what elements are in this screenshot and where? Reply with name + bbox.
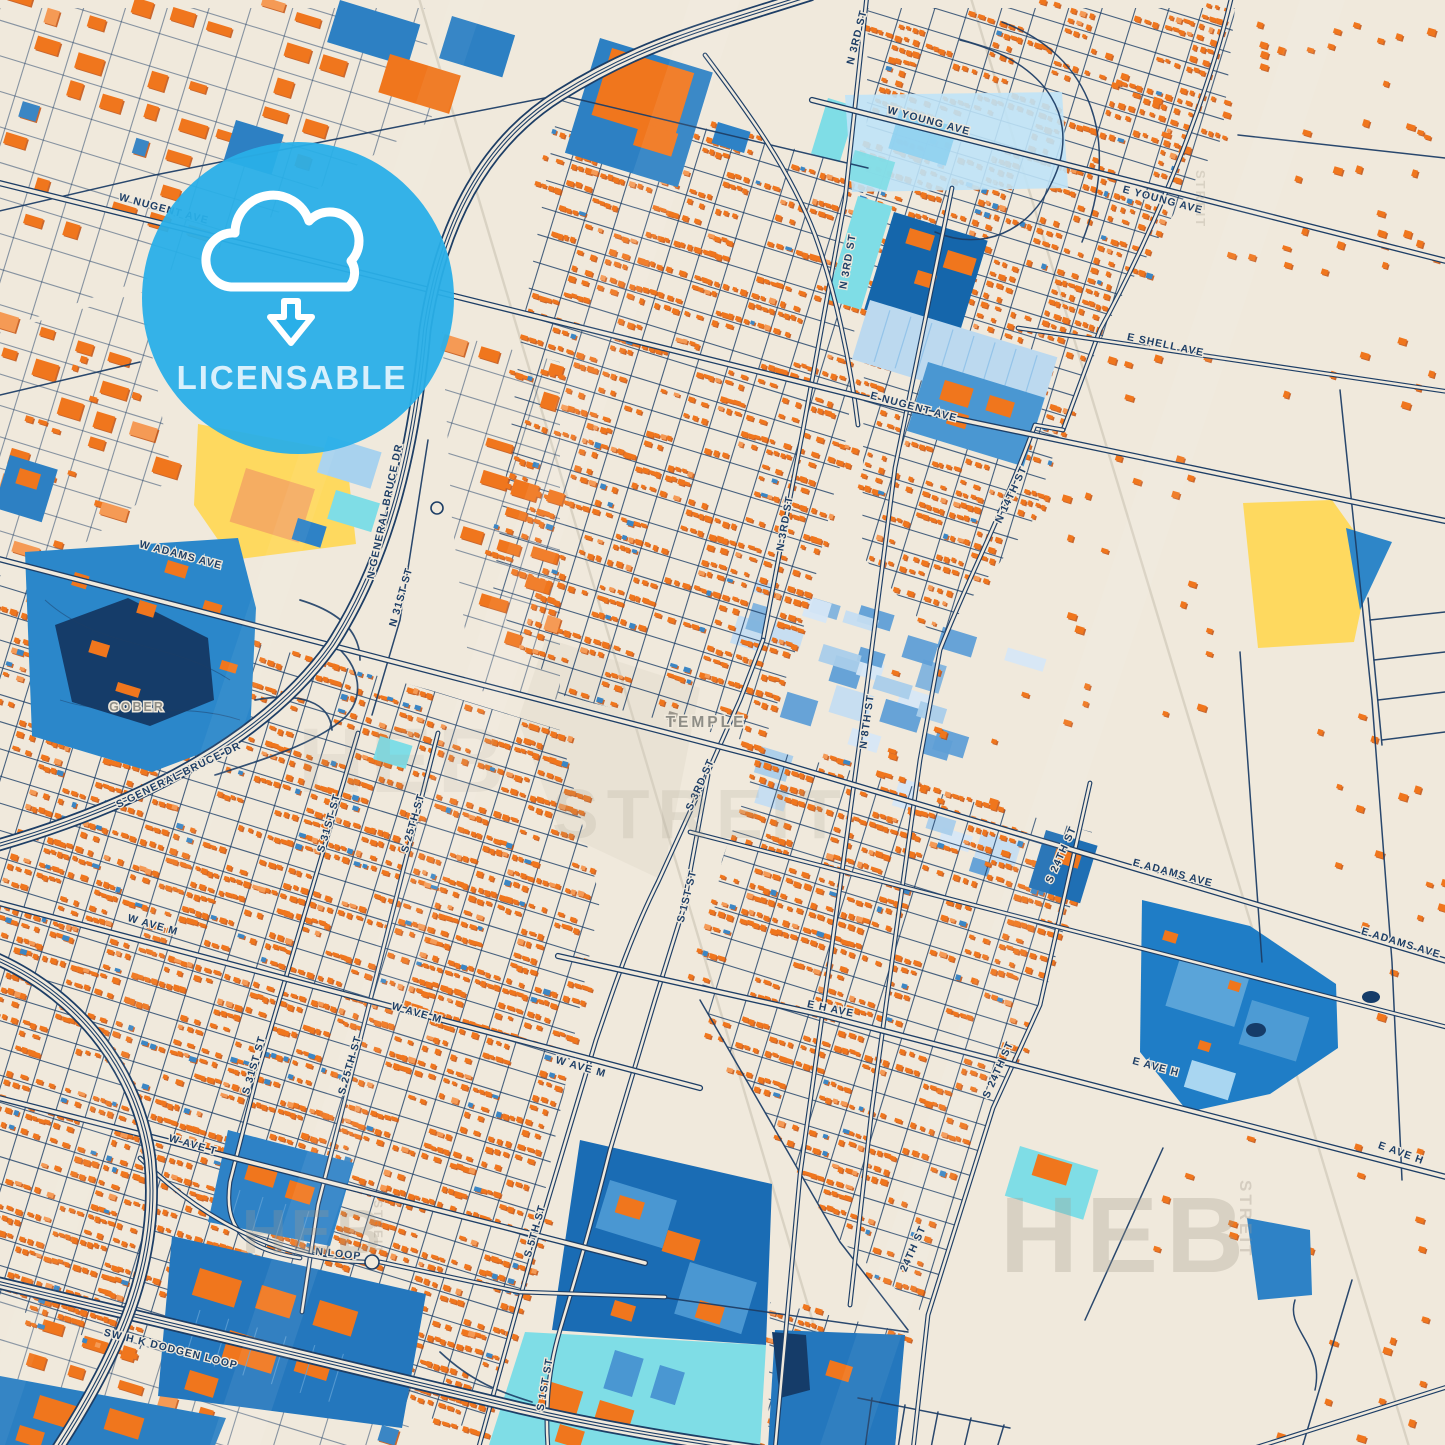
- licensable-badge[interactable]: LICENSABLE: [139, 139, 457, 457]
- watermark-text: STREIT: [552, 775, 849, 853]
- roundabout: [364, 1254, 380, 1270]
- roundabout: [430, 501, 444, 515]
- watermark-text: STREIT: [1236, 1180, 1255, 1258]
- watermark-text: HEB: [242, 1198, 385, 1267]
- cloud-download-icon: [201, 190, 364, 292]
- watermark-text: HEB: [298, 710, 510, 812]
- watermark-text: STREIT: [1193, 170, 1208, 228]
- watermark-text: STREIT: [371, 1200, 385, 1255]
- badge-label: LICENSABLE: [177, 359, 408, 396]
- download-arrow-icon: [267, 298, 315, 346]
- city-marker-icon: [666, 711, 678, 723]
- district-label: GOBER: [109, 700, 165, 714]
- watermark-text: HEB: [1000, 1174, 1252, 1295]
- land-areas: [194, 424, 1392, 880]
- city-label: TEMPLE: [666, 714, 747, 731]
